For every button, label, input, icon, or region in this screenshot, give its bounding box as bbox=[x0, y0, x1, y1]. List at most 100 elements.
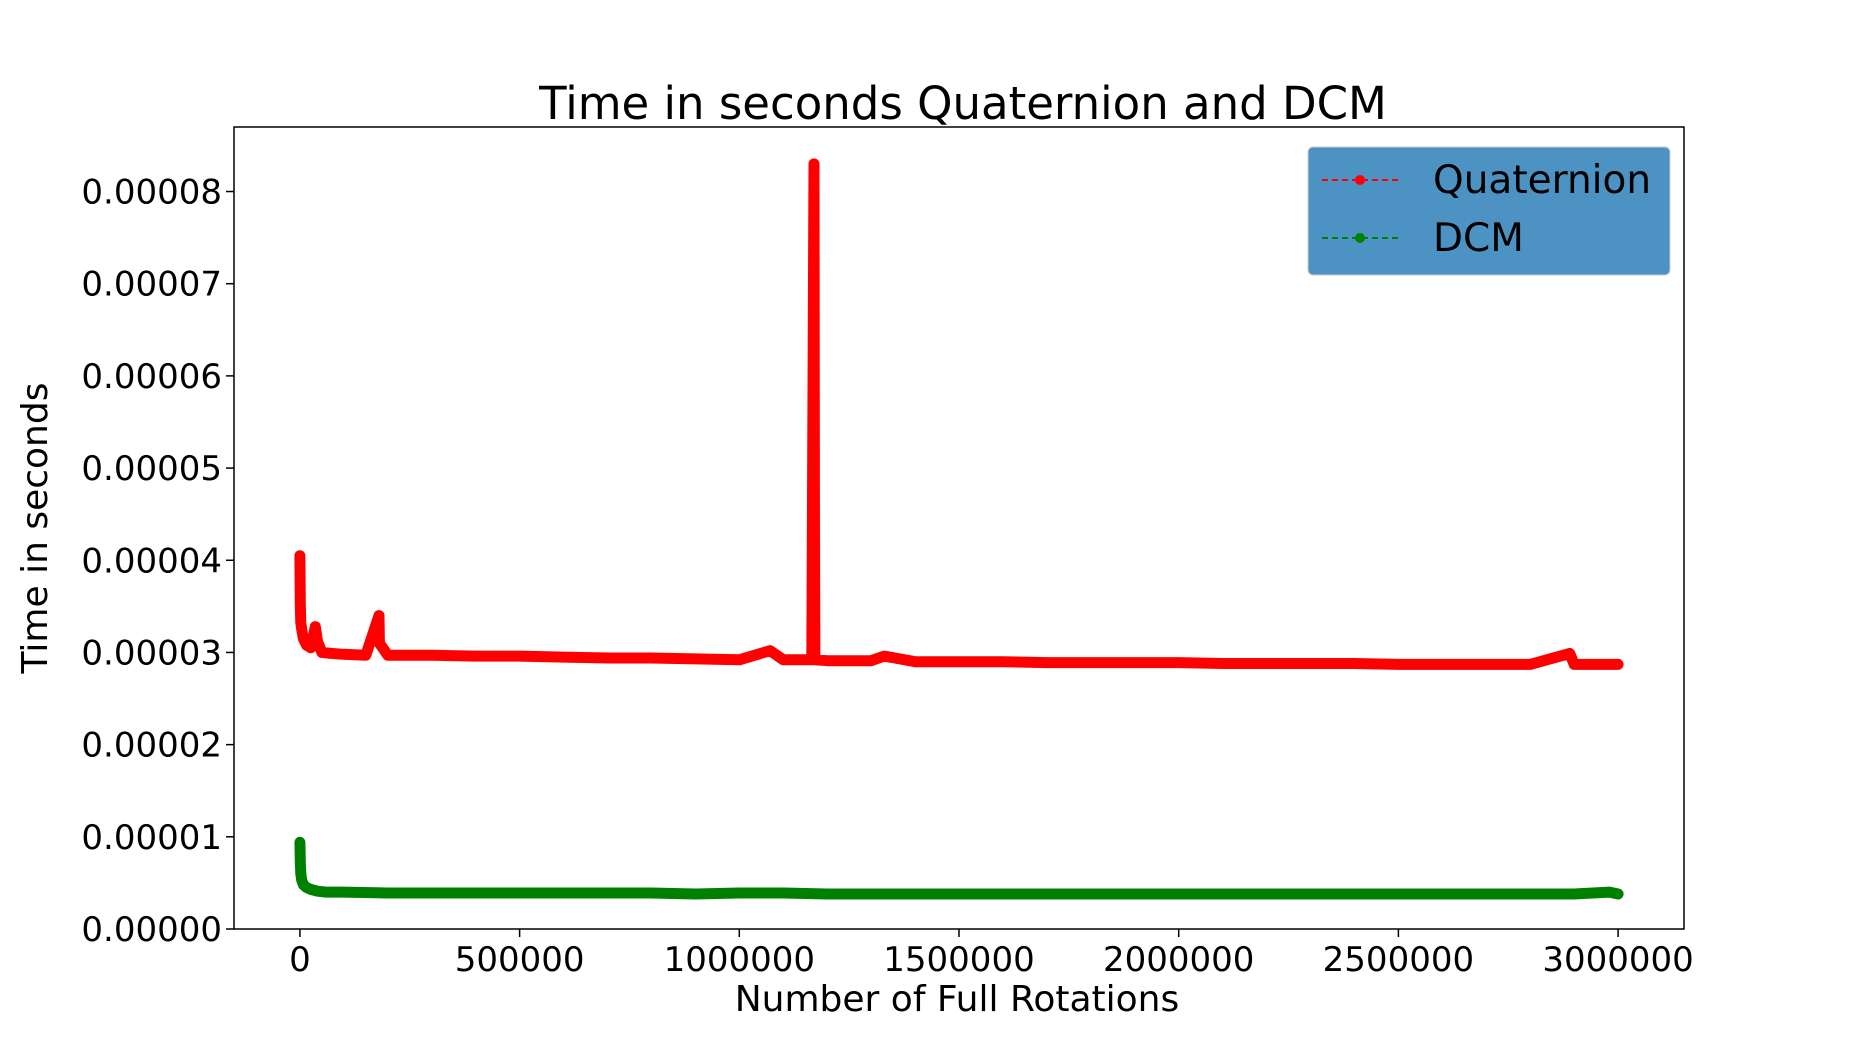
x-tick-label: 0 bbox=[289, 940, 311, 980]
data-point-dcm bbox=[312, 886, 322, 896]
data-point-quaternion bbox=[1306, 659, 1316, 669]
data-point-quaternion bbox=[374, 611, 384, 621]
x-tick-label: 1500000 bbox=[883, 940, 1034, 980]
data-point-quaternion bbox=[998, 657, 1008, 667]
legend-marker-dcm bbox=[1355, 233, 1365, 243]
data-point-dcm bbox=[1569, 889, 1579, 899]
data-point-quaternion bbox=[879, 651, 889, 661]
data-point-dcm bbox=[778, 888, 788, 898]
data-point-quaternion bbox=[427, 650, 437, 660]
legend-box bbox=[1307, 146, 1671, 276]
data-point-dcm bbox=[910, 889, 920, 899]
data-point-quaternion bbox=[361, 650, 371, 660]
data-point-quaternion bbox=[1262, 659, 1272, 669]
y-tick-label: 0.00004 bbox=[81, 541, 222, 581]
data-point-dcm bbox=[1437, 889, 1447, 899]
y-axis-title: Time in seconds bbox=[15, 383, 56, 675]
y-axis: 0.00000 0.00001 0.00002 0.00003 0.00004 0.000… bbox=[81, 173, 234, 950]
data-point-quaternion bbox=[374, 638, 384, 648]
data-point-quaternion bbox=[310, 622, 320, 632]
data-point-quaternion bbox=[339, 649, 349, 659]
data-point-quaternion bbox=[646, 653, 656, 663]
data-point-dcm bbox=[295, 837, 305, 847]
series-quaternion bbox=[294, 158, 1624, 670]
x-tick-label: 2500000 bbox=[1323, 940, 1474, 980]
data-point-quaternion bbox=[1525, 659, 1535, 669]
data-point-quaternion bbox=[1565, 648, 1575, 658]
data-point-quaternion bbox=[383, 650, 393, 660]
data-point-quaternion bbox=[866, 656, 876, 666]
data-point-quaternion bbox=[559, 652, 569, 662]
x-axis-title: Number of Full Rotations bbox=[735, 979, 1180, 1020]
data-point-quaternion bbox=[954, 657, 964, 667]
data-point-dcm bbox=[427, 888, 437, 898]
series-dcm-line bbox=[298, 842, 1619, 896]
data-point-dcm bbox=[515, 888, 525, 898]
data-point-dcm bbox=[1042, 889, 1052, 899]
data-point-dcm bbox=[321, 887, 331, 897]
data-point-dcm bbox=[1130, 889, 1140, 899]
data-point-dcm bbox=[998, 889, 1008, 899]
data-point-quaternion bbox=[822, 656, 832, 666]
chart-title: Time in seconds Quaternion and DCM bbox=[538, 77, 1387, 130]
legend: Quaternion DCM bbox=[1307, 146, 1671, 276]
data-point-dcm bbox=[1393, 889, 1403, 899]
x-tick-label: 2000000 bbox=[1103, 940, 1254, 980]
data-point-dcm bbox=[559, 888, 569, 898]
y-tick-label: 0.00003 bbox=[81, 633, 222, 673]
data-point-dcm bbox=[1525, 889, 1535, 899]
data-point-quaternion bbox=[1130, 658, 1140, 668]
data-point-quaternion bbox=[471, 651, 481, 661]
data-point-dcm bbox=[690, 889, 700, 899]
data-point-quaternion bbox=[295, 551, 305, 561]
data-point-quaternion bbox=[602, 653, 612, 663]
data-point-quaternion bbox=[810, 655, 820, 665]
y-tick-label: 0.00005 bbox=[81, 449, 222, 489]
y-tick-label: 0.00008 bbox=[81, 173, 222, 213]
data-point-quaternion bbox=[297, 624, 307, 634]
x-tick-label: 3000000 bbox=[1542, 940, 1693, 980]
series-dcm-band bbox=[294, 836, 1624, 900]
y-tick-label: 0.00001 bbox=[81, 818, 222, 858]
legend-marker-quaternion bbox=[1355, 175, 1365, 185]
plot-area bbox=[294, 158, 1624, 900]
data-point-quaternion bbox=[734, 655, 744, 665]
data-point-quaternion bbox=[295, 600, 305, 610]
y-tick-label: 0.00007 bbox=[81, 265, 222, 305]
data-point-dcm bbox=[734, 888, 744, 898]
data-point-dcm bbox=[1481, 889, 1491, 899]
data-point-quaternion bbox=[515, 651, 525, 661]
x-tick-label: 1000000 bbox=[664, 940, 815, 980]
data-point-quaternion bbox=[765, 646, 775, 656]
data-point-dcm bbox=[1262, 889, 1272, 899]
data-point-quaternion bbox=[1218, 659, 1228, 669]
data-point-dcm bbox=[1613, 889, 1623, 899]
data-point-dcm bbox=[1349, 889, 1359, 899]
y-tick-label: 0.00000 bbox=[81, 910, 222, 950]
data-point-quaternion bbox=[306, 643, 316, 653]
data-point-dcm bbox=[383, 888, 393, 898]
data-point-dcm bbox=[339, 887, 349, 897]
data-point-dcm bbox=[1604, 887, 1614, 897]
data-point-dcm bbox=[1218, 889, 1228, 899]
x-axis: 0 500000 1000000 1500000 2000000 2500000 30000… bbox=[289, 929, 1694, 980]
legend-label-dcm: DCM bbox=[1433, 216, 1524, 261]
data-point-quaternion bbox=[809, 159, 819, 169]
data-point-quaternion bbox=[1569, 659, 1579, 669]
data-point-quaternion bbox=[1437, 659, 1447, 669]
data-point-quaternion bbox=[1086, 658, 1096, 668]
data-point-quaternion bbox=[1481, 659, 1491, 669]
data-point-quaternion bbox=[809, 483, 819, 493]
y-tick-label: 0.00002 bbox=[81, 726, 222, 766]
data-point-dcm bbox=[954, 889, 964, 899]
data-point-dcm bbox=[1174, 889, 1184, 899]
data-point-quaternion bbox=[326, 648, 336, 658]
data-point-quaternion bbox=[312, 636, 322, 646]
x-tick-label: 500000 bbox=[455, 940, 585, 980]
data-point-quaternion bbox=[778, 655, 788, 665]
data-point-quaternion bbox=[1349, 659, 1359, 669]
data-point-quaternion bbox=[1613, 659, 1623, 669]
data-point-quaternion bbox=[1174, 658, 1184, 668]
data-point-dcm bbox=[822, 889, 832, 899]
